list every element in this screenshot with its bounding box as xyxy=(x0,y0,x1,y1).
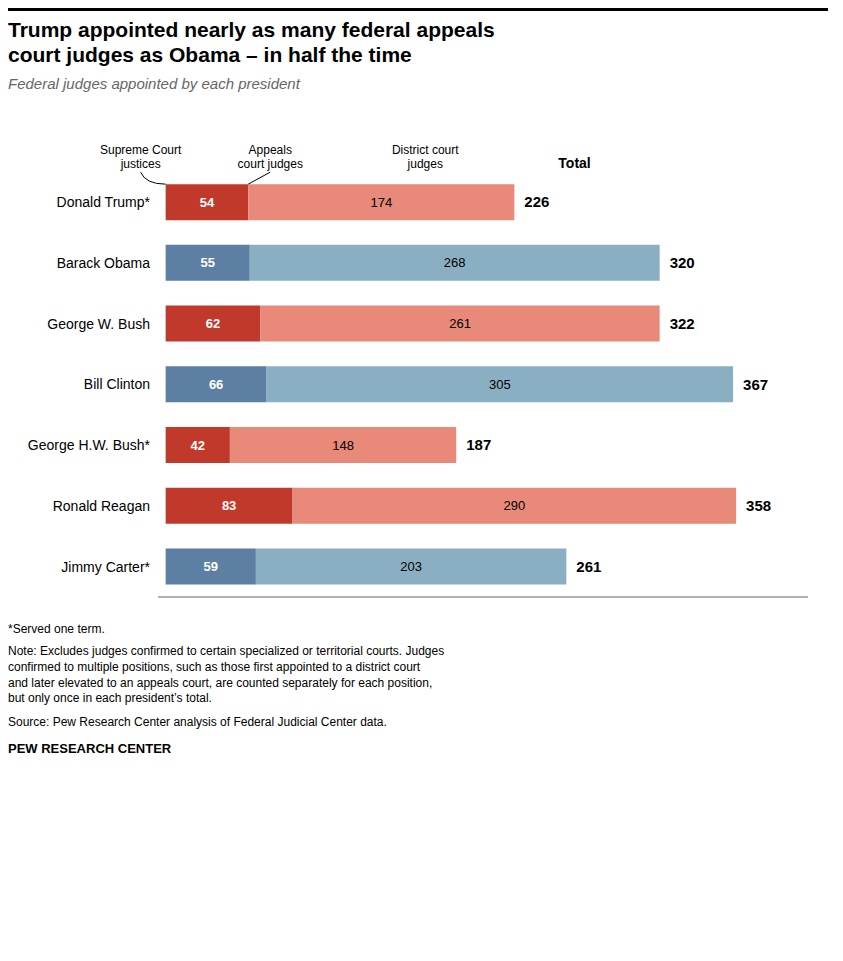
html-text:Source: Pew Research Center an: Source: Pew Research Center analysis of … xyxy=(8,714,387,729)
svg-text:322: 322 xyxy=(670,315,695,332)
svg-text:Ronald Reagan: Ronald Reagan xyxy=(53,498,150,514)
svg-text:203: 203 xyxy=(400,559,422,574)
svg-text:Appealscourt judges: Appealscourt judges xyxy=(238,143,303,171)
svg-text:320: 320 xyxy=(670,254,695,271)
html-text:Trump appointed nearly as many: Trump appointed nearly as many federal a… xyxy=(8,18,495,67)
svg-text:54: 54 xyxy=(200,195,215,210)
svg-text:367: 367 xyxy=(743,376,768,393)
svg-text:261: 261 xyxy=(449,316,471,331)
svg-text:62: 62 xyxy=(206,316,220,331)
html-text:*Served one term.: *Served one term. xyxy=(8,622,105,637)
svg-text:290: 290 xyxy=(504,499,526,514)
svg-text:Total: Total xyxy=(558,156,590,172)
svg-text:Bill Clinton: Bill Clinton xyxy=(84,377,150,393)
svg-text:83: 83 xyxy=(222,499,236,514)
svg-text:174: 174 xyxy=(370,195,392,210)
svg-text:Donald Trump*: Donald Trump* xyxy=(57,195,151,211)
svg-text:55: 55 xyxy=(200,256,214,271)
svg-text:District courtjudges: District courtjudges xyxy=(392,143,459,171)
html-text:Note: Excludes judges confirme: Note: Excludes judges confirmed to certa… xyxy=(8,644,445,706)
html-text:Federal judges appointed by ea: Federal judges appointed by each preside… xyxy=(8,75,300,93)
svg-text:59: 59 xyxy=(204,559,218,574)
svg-text:66: 66 xyxy=(209,377,223,392)
svg-text:George H.W. Bush*: George H.W. Bush* xyxy=(28,438,151,454)
svg-text:George W. Bush: George W. Bush xyxy=(47,316,150,332)
svg-text:148: 148 xyxy=(332,438,354,453)
svg-text:358: 358 xyxy=(746,497,771,514)
svg-text:42: 42 xyxy=(191,438,205,453)
svg-text:Jimmy Carter*: Jimmy Carter* xyxy=(61,559,150,575)
svg-text:226: 226 xyxy=(524,194,549,211)
svg-text:Supreme Courtjustices: Supreme Courtjustices xyxy=(100,143,182,171)
svg-text:187: 187 xyxy=(466,437,491,454)
svg-text:268: 268 xyxy=(444,256,466,271)
svg-text:261: 261 xyxy=(576,558,601,575)
html-text:PEW RESEARCH CENTER: PEW RESEARCH CENTER xyxy=(8,740,172,756)
svg-text:305: 305 xyxy=(489,377,511,392)
svg-text:Barack Obama: Barack Obama xyxy=(57,255,151,271)
